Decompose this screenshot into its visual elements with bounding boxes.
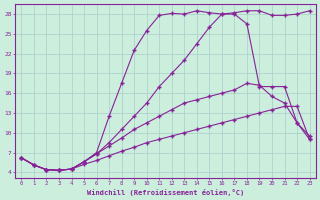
X-axis label: Windchill (Refroidissement éolien,°C): Windchill (Refroidissement éolien,°C)	[87, 189, 244, 196]
